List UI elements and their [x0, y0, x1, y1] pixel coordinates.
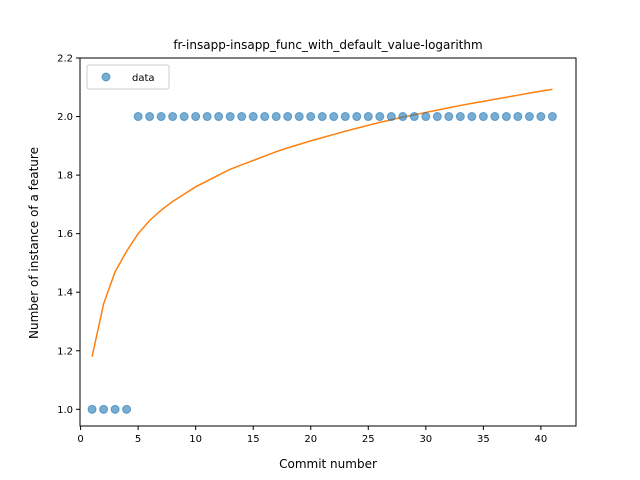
y-tick-label: 1.2	[57, 346, 73, 357]
data-point	[110, 404, 120, 414]
y-tick-label: 1.4	[57, 288, 73, 299]
data-point	[248, 112, 258, 122]
data-point	[260, 112, 270, 122]
x-tick-label: 10	[189, 434, 202, 445]
x-tick-label: 35	[477, 434, 490, 445]
data-point	[271, 112, 281, 122]
x-tick-label: 5	[135, 434, 141, 445]
axes-frame	[79, 57, 577, 427]
data-scatter-series	[87, 112, 557, 414]
data-point	[99, 404, 109, 414]
data-point	[455, 112, 465, 122]
y-tick-label: 2.2	[57, 54, 73, 65]
data-point	[490, 112, 500, 122]
data-point	[352, 112, 362, 122]
data-point	[306, 112, 316, 122]
data-point	[501, 112, 511, 122]
data-point	[156, 112, 166, 122]
y-tick-label: 2.0	[57, 112, 73, 123]
chart-title: fr-insapp-insapp_func_with_default_value…	[173, 38, 482, 52]
x-tick-label: 0	[77, 434, 83, 445]
x-tick-label: 40	[535, 434, 548, 445]
y-tick-label: 1.8	[57, 171, 73, 182]
data-point	[87, 404, 97, 414]
data-point	[122, 404, 132, 414]
data-point	[283, 112, 293, 122]
data-point	[432, 112, 442, 122]
y-tick-label: 1.0	[57, 405, 73, 416]
data-point	[145, 112, 155, 122]
data-point	[375, 112, 385, 122]
data-point	[340, 112, 350, 122]
x-tick-label: 15	[247, 434, 260, 445]
data-point	[444, 112, 454, 122]
x-axis-label: Commit number	[279, 457, 377, 471]
legend: data	[86, 64, 170, 90]
x-tick-label: 20	[304, 434, 317, 445]
data-point	[191, 112, 201, 122]
x-axis-ticks: 0 5 10 15 20 25 30 35 40	[77, 426, 547, 445]
data-point	[317, 112, 327, 122]
legend-box	[86, 64, 170, 90]
data-point	[214, 112, 224, 122]
data-point	[363, 112, 373, 122]
data-point	[467, 112, 477, 122]
data-point	[478, 112, 488, 122]
legend-marker-data	[101, 72, 111, 82]
data-point	[421, 112, 431, 122]
data-point	[133, 112, 143, 122]
data-point	[237, 112, 247, 122]
y-axis-label: Number of instance of a feature	[27, 147, 41, 339]
data-point	[179, 112, 189, 122]
data-point	[329, 112, 339, 122]
fit-line	[91, 88, 553, 357]
x-tick-label: 30	[419, 434, 432, 445]
data-point	[202, 112, 212, 122]
data-point	[513, 112, 523, 122]
data-point	[294, 112, 304, 122]
data-point	[386, 112, 396, 122]
y-tick-label: 1.6	[57, 229, 73, 240]
data-point	[409, 112, 419, 122]
x-tick-label: 25	[362, 434, 375, 445]
data-point	[536, 112, 546, 122]
legend-label-data: data	[132, 73, 155, 84]
data-point	[225, 112, 235, 122]
data-point	[168, 112, 178, 122]
y-axis-ticks: 1.0 1.2 1.4 1.6 1.8 2.0 2.2	[57, 54, 80, 416]
fit-line-series	[91, 88, 553, 357]
data-point	[547, 112, 557, 122]
data-point	[524, 112, 534, 122]
data-point	[398, 112, 408, 122]
